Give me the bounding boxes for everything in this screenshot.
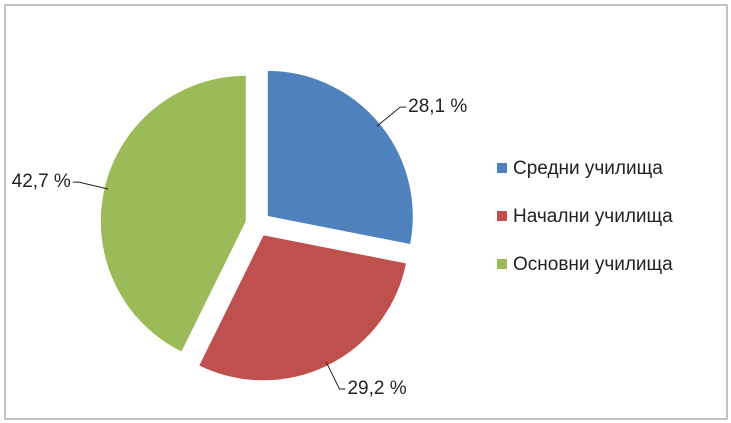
- leader-line: [376, 106, 407, 127]
- data-label: 28,1 %: [408, 96, 467, 117]
- legend-swatch: [497, 259, 507, 269]
- legend-swatch: [497, 211, 507, 221]
- data-label: 29,2 %: [347, 378, 406, 399]
- legend-label: Средни училища: [513, 158, 663, 179]
- leader-line: [72, 181, 109, 190]
- leader-line: [325, 361, 346, 390]
- legend-label: Основни училища: [513, 254, 673, 275]
- data-label: 42,7 %: [12, 171, 71, 192]
- legend-label: Начални училища: [513, 206, 673, 227]
- legend-swatch: [497, 163, 507, 173]
